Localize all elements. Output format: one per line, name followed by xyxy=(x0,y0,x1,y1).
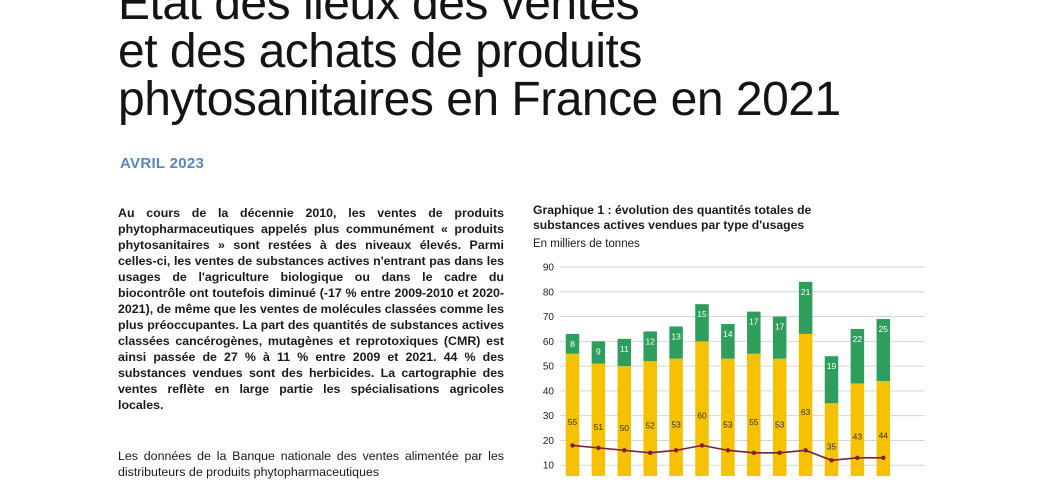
line-point xyxy=(570,443,575,448)
y-tick-label: 60 xyxy=(543,337,555,348)
bar-segment-green xyxy=(721,323,735,359)
data-label-yellow: 53 xyxy=(671,419,681,429)
title-line-2: et des achats de produits xyxy=(118,25,642,78)
line-point xyxy=(648,450,653,456)
y-tick-label: 80 xyxy=(543,287,555,298)
data-label-green: 25 xyxy=(879,324,889,334)
y-tick-label: 10 xyxy=(543,461,555,472)
line-point xyxy=(829,458,834,463)
y-tick-label: 70 xyxy=(543,312,555,323)
bar-segment-green xyxy=(850,328,865,384)
data-label-yellow: 35 xyxy=(827,442,837,452)
data-label-yellow: 63 xyxy=(801,407,811,417)
y-tick-label: 30 xyxy=(543,411,555,422)
data-label-yellow: 43 xyxy=(853,432,863,442)
bar-segment-yellow xyxy=(876,380,891,476)
chart-graphique-1: 0102030405060708090855951115012521353156… xyxy=(543,263,925,476)
data-label-green: 19 xyxy=(827,361,837,371)
line-point xyxy=(751,450,756,456)
bar-segment-yellow xyxy=(798,333,813,476)
data-label-yellow: 55 xyxy=(568,417,578,427)
data-label-yellow: 50 xyxy=(620,423,630,433)
y-tick-label: 50 xyxy=(543,362,555,373)
title-line-1: État des lieux des ventes xyxy=(118,0,640,30)
bar-segment-green xyxy=(565,333,580,354)
line-point xyxy=(699,443,705,448)
data-label-yellow: 53 xyxy=(775,419,785,429)
data-label-green: 8 xyxy=(570,339,575,349)
bar-segment-green xyxy=(798,281,813,334)
y-tick-label: 20 xyxy=(543,436,555,447)
bar-segment-yellow xyxy=(591,363,606,476)
bar-segment-yellow xyxy=(643,361,657,476)
bar-segment-green xyxy=(643,331,657,362)
bar-segment-green xyxy=(695,304,709,342)
chart-unit-label: En milliers de tonnes xyxy=(533,238,640,250)
bar-segment-yellow xyxy=(695,341,709,476)
title-line-3: phytosanitaires en France en 2021 xyxy=(118,73,841,126)
data-label-green: 15 xyxy=(697,309,707,319)
bar-segment-yellow xyxy=(617,366,632,476)
bar-segment-green xyxy=(772,316,787,359)
data-label-green: 21 xyxy=(801,287,811,297)
y-tick-label: 40 xyxy=(543,386,555,397)
body-paragraph: Les données de la Banque nationale des v… xyxy=(118,449,504,479)
line-point xyxy=(803,448,808,453)
line-point xyxy=(725,448,731,453)
bar-segment-green xyxy=(824,356,839,404)
bar-segment-green xyxy=(747,311,761,354)
line-point xyxy=(596,445,601,451)
page-title: État des lieux des ventes et des achats … xyxy=(118,0,998,124)
bar-segment-yellow xyxy=(747,353,761,476)
abstract-paragraph: Au cours de la décennie 2010, les ventes… xyxy=(118,206,504,412)
bar-segment-green xyxy=(876,319,891,381)
line-point xyxy=(881,455,886,460)
bar-segment-yellow xyxy=(772,358,787,476)
y-tick-label: 90 xyxy=(543,263,555,274)
bar-segment-green xyxy=(617,338,632,367)
bar-segment-yellow xyxy=(565,353,580,476)
bar-segment-yellow xyxy=(669,358,683,476)
data-label-green: 13 xyxy=(671,331,681,341)
data-label-green: 17 xyxy=(775,322,785,332)
data-label-yellow: 55 xyxy=(749,417,759,427)
data-label-yellow: 51 xyxy=(594,422,604,432)
bar-segment-green xyxy=(669,326,683,359)
data-label-yellow: 44 xyxy=(879,430,889,440)
bar-segment-yellow xyxy=(721,358,735,476)
line-point xyxy=(855,455,860,460)
data-label-green: 9 xyxy=(596,346,601,356)
chart-title: Graphique 1 : évolution des quantités to… xyxy=(533,203,812,232)
bar-segment-yellow xyxy=(850,383,865,476)
line-point xyxy=(622,448,627,453)
bar-segment-green xyxy=(591,341,606,364)
data-label-green: 17 xyxy=(749,317,759,327)
line-point xyxy=(777,450,782,456)
data-label-green: 12 xyxy=(645,336,655,346)
data-label-yellow: 60 xyxy=(697,411,707,421)
bar-segment-yellow xyxy=(824,403,839,476)
data-label-yellow: 52 xyxy=(645,421,655,431)
data-label-green: 11 xyxy=(620,344,629,354)
data-label-green: 14 xyxy=(723,329,733,339)
publication-date: AVRIL 2023 xyxy=(120,155,205,172)
data-label-yellow: 53 xyxy=(723,419,733,429)
data-label-green: 22 xyxy=(853,334,863,344)
line-point xyxy=(673,448,679,453)
